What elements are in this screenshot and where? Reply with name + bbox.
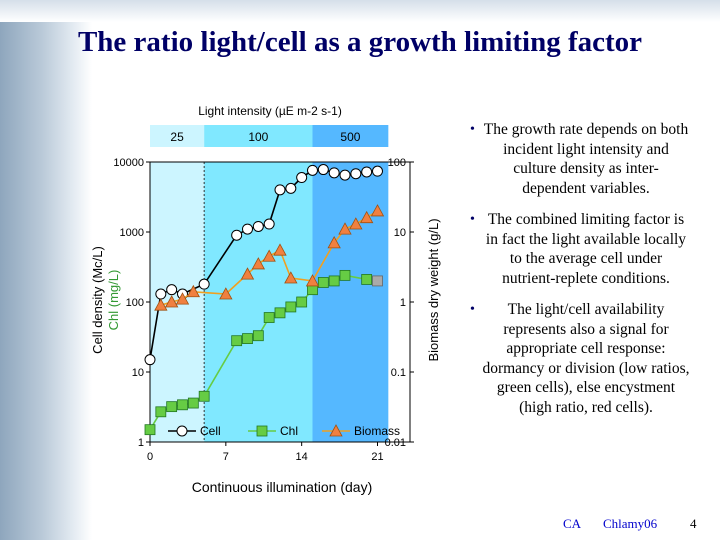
cell-point [361, 166, 373, 178]
light-zone-header-100 [204, 125, 313, 147]
biomass-point [175, 292, 190, 305]
cell-point [252, 220, 264, 232]
cell-point [317, 164, 329, 176]
cell-point [296, 172, 308, 184]
x-axis-label: Continuous illumination (day) [192, 479, 373, 495]
legend-marker [329, 424, 343, 437]
y-left-tick-label: 1 [138, 437, 144, 449]
y-right-tick-label: 1 [400, 297, 406, 309]
biomass-point [273, 243, 287, 256]
y-left-tick-label: 1000 [120, 227, 144, 239]
footer-author: CA [563, 516, 582, 531]
x-tick-label: 7 [223, 451, 229, 463]
bullet-text: The light/cell availability represents a… [482, 301, 690, 416]
gray-point [372, 275, 383, 287]
footer-page-number: 4 [690, 516, 697, 531]
chl-point [274, 307, 286, 319]
cell-point [155, 288, 167, 300]
biomass-point [284, 271, 298, 284]
decorative-top-band [0, 0, 720, 22]
legend-marker [176, 425, 188, 437]
cell-point [263, 218, 275, 230]
biomass-point [349, 217, 363, 230]
y-right-tick-label: 100 [388, 157, 406, 169]
x-tick-label: 14 [296, 451, 308, 463]
biomass-point [164, 295, 179, 308]
light-zone-header-500 [312, 125, 389, 147]
cell-point [144, 354, 156, 366]
light-zone-label: 100 [248, 130, 268, 144]
chl-point [263, 312, 275, 323]
y-left-tick-label: 10000 [113, 157, 144, 169]
light-zone-100 [204, 162, 313, 442]
chl-point [242, 333, 253, 345]
biomass-point [219, 287, 233, 300]
chl-point [339, 269, 351, 281]
cell-point [285, 182, 297, 194]
legend-label: Biomass [354, 424, 400, 438]
y-left-tick-label: 100 [126, 297, 144, 309]
legend-label: Cell [200, 424, 221, 438]
legend-marker [256, 425, 268, 437]
y-left-tick-label: 10 [132, 367, 144, 379]
bullet-list: • The growth rate depends on both inciden… [470, 120, 690, 429]
biomass-point [251, 257, 266, 270]
cell-point [328, 167, 340, 179]
biomass-point [359, 210, 374, 224]
biomass-point [338, 222, 352, 235]
footer-deck: Chlamy06 [603, 516, 658, 531]
chl-point [285, 301, 297, 313]
chl-point [328, 275, 340, 287]
y-right-tick-label: 10 [394, 227, 406, 239]
bullet-item: • The combined limiting factor is in fact… [470, 211, 687, 287]
light-zone-500 [312, 162, 389, 442]
biomass-point [370, 204, 385, 217]
chl-point [296, 296, 308, 308]
cell-point [372, 165, 383, 177]
cell-point [274, 184, 286, 196]
chl-point [252, 330, 264, 342]
chl-point [187, 397, 199, 409]
y-right-tick-label: 0.1 [391, 367, 406, 379]
biomass-point [240, 267, 255, 280]
bullet-text: The combined limiting factor is in fact … [485, 211, 687, 287]
chl-point [177, 399, 188, 411]
chl-point [155, 406, 167, 418]
cell-point [198, 278, 210, 290]
light-zone-label: 25 [170, 130, 184, 144]
chl-point [198, 390, 210, 402]
cell-point [339, 169, 351, 181]
legend-label: Chl [280, 424, 298, 438]
decorative-side-panel [0, 0, 92, 540]
bullet-item: • The light/cell availability represents … [470, 301, 690, 416]
light-intensity-title: Light intensity (µE m-2 s-1) [198, 104, 342, 118]
y-axis-right-label: Biomass dry weight (g/L) [426, 218, 441, 361]
x-tick-label: 0 [147, 451, 153, 463]
light-zone-label: 500 [340, 130, 360, 144]
page-title: The ratio light/cell as a growth limitin… [77, 26, 643, 58]
bullet-item: • The growth rate depends on both inciden… [470, 121, 689, 197]
biomass-point [262, 249, 276, 262]
cell-point [231, 229, 243, 241]
cell-point [350, 168, 362, 180]
biomass-point [327, 236, 341, 249]
y-right-tick-label: 0.01 [385, 437, 406, 449]
light-zone-header-25 [150, 125, 205, 147]
biomass-point [186, 284, 201, 298]
cell-point [307, 164, 318, 176]
bullet-text: The growth rate depends on both incident… [483, 121, 689, 197]
chl-point [317, 277, 329, 288]
cell-point [242, 223, 253, 235]
biomass-point [305, 274, 320, 287]
chl-point [361, 274, 373, 285]
y-axis-left-label-cell: Cell density (Mc/L) [90, 246, 105, 354]
y-axis-left-label-chl: Chl (mg/L) [106, 270, 121, 331]
x-tick-label: 21 [371, 451, 383, 463]
chl-point [166, 401, 178, 413]
biomass-point [154, 298, 168, 311]
chl-point [231, 335, 243, 347]
chl-point [144, 424, 156, 436]
cell-point [166, 284, 178, 296]
